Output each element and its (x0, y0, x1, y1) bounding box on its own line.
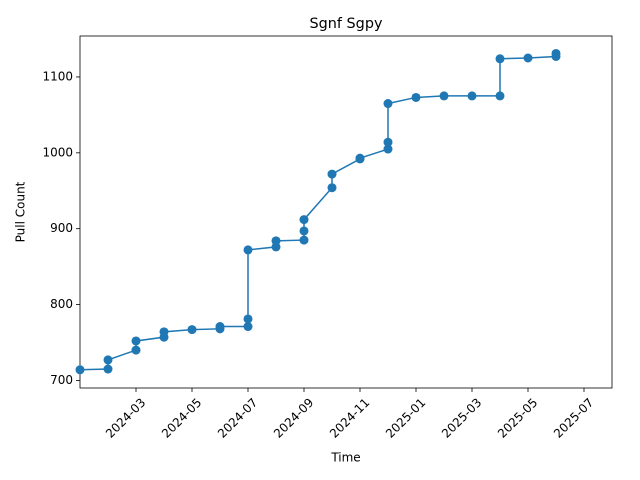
y-tick-label: 1000 (42, 145, 73, 159)
x-tick-label: 2025-03 (439, 395, 484, 440)
x-tick-label: 2024-05 (159, 395, 204, 440)
plot-frame (79, 35, 613, 389)
data-point (327, 183, 337, 193)
y-tick-label: 900 (50, 221, 73, 235)
data-point (299, 226, 309, 236)
data-point (439, 91, 449, 101)
data-point (243, 245, 253, 255)
data-point (495, 54, 505, 64)
x-tick-label: 2024-07 (215, 395, 260, 440)
data-point (355, 153, 365, 163)
x-tick-label: 2024-09 (271, 395, 316, 440)
data-point (383, 144, 393, 154)
y-tick-label: 800 (50, 297, 73, 311)
data-point (467, 91, 477, 101)
data-point (75, 365, 85, 375)
x-tick-label: 2025-01 (383, 395, 428, 440)
y-axis-label: Pull Count (14, 181, 28, 242)
x-tick-label: 2025-05 (495, 395, 540, 440)
data-point (159, 327, 169, 337)
y-tick-label: 1100 (42, 69, 73, 83)
data-point (103, 355, 113, 365)
data-point (243, 322, 253, 332)
data-point (131, 345, 141, 355)
y-tick-label: 700 (50, 373, 73, 387)
data-point (299, 235, 309, 245)
data-point (383, 99, 393, 109)
data-point (299, 215, 309, 225)
data-point (187, 325, 197, 335)
x-tick-label: 2024-03 (103, 395, 148, 440)
data-point (243, 314, 253, 324)
data-point (103, 364, 113, 374)
data-point (131, 336, 141, 346)
data-point (383, 137, 393, 147)
data-point (411, 92, 421, 102)
x-axis-label: Time (330, 451, 360, 465)
data-point (523, 53, 533, 63)
chart-title: Sgnf Sgpy (310, 16, 383, 32)
data-point (271, 236, 281, 246)
data-point (551, 48, 561, 58)
data-point (327, 169, 337, 179)
data-line (79, 53, 557, 371)
x-tick-label: 2024-11 (327, 395, 372, 440)
data-point (495, 91, 505, 101)
x-tick-label: 2025-07 (551, 395, 596, 440)
data-point (215, 322, 225, 332)
